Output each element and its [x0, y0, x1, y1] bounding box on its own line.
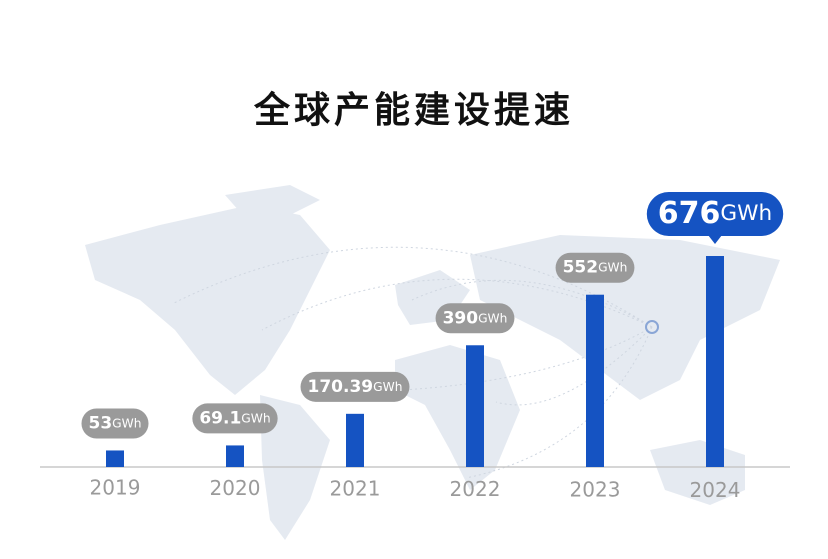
- unit-label: GWh: [478, 311, 507, 325]
- unit-label: GWh: [241, 411, 270, 425]
- bar: [466, 345, 484, 467]
- data-label: 69.1GWh: [192, 403, 278, 434]
- x-tick-label: 2020: [210, 476, 261, 500]
- unit-label: GWh: [720, 201, 772, 226]
- label-pill: [300, 371, 410, 402]
- map-greenland: [225, 185, 320, 215]
- bar: [226, 445, 244, 467]
- data-label-text: 552GWh: [563, 258, 628, 278]
- value-label: 69.1: [199, 408, 241, 428]
- route: [261, 278, 653, 331]
- data-label-text: 390GWh: [443, 308, 508, 328]
- value-label: 390: [443, 308, 479, 328]
- bar: [106, 450, 124, 467]
- bar: [346, 413, 364, 467]
- map-asia: [470, 235, 780, 400]
- label-pill: [192, 403, 278, 434]
- route: [171, 246, 653, 328]
- label-pill: [646, 192, 784, 236]
- label-pill: [555, 252, 635, 283]
- map-north-america: [85, 205, 330, 395]
- map-hub: [645, 320, 659, 334]
- bar: [706, 256, 724, 467]
- value-label: 170.39: [308, 377, 374, 397]
- data-label-text: 69.1GWh: [199, 408, 270, 428]
- x-tick-label: 2022: [450, 477, 501, 501]
- x-tick-label: 2021: [330, 477, 381, 501]
- x-tick-label: 2023: [570, 478, 621, 502]
- data-label: 390GWh: [435, 303, 515, 334]
- x-tick-label: 2019: [90, 476, 141, 500]
- value-label: 552: [563, 258, 599, 278]
- route: [402, 326, 653, 391]
- route: [465, 326, 653, 479]
- data-label: 53GWh: [81, 408, 149, 439]
- label-pill: [81, 408, 149, 439]
- data-label: 676GWh: [646, 192, 784, 244]
- unit-label: GWh: [112, 416, 141, 430]
- label-pointer: [708, 235, 722, 244]
- chart-title: 全球产能建设提速: [253, 89, 574, 131]
- data-label-text: 53GWh: [88, 413, 141, 433]
- map-routes: [171, 246, 653, 479]
- route: [411, 279, 653, 328]
- value-label: 53: [88, 413, 112, 433]
- data-label: 170.39GWh: [300, 371, 410, 402]
- bar: [586, 294, 604, 467]
- value-label: 676: [658, 196, 721, 231]
- x-tick-label: 2024: [690, 478, 741, 502]
- label-pill: [435, 303, 515, 334]
- data-label-text: 676GWh: [658, 196, 772, 231]
- unit-label: GWh: [373, 379, 402, 393]
- data-label: 552GWh: [555, 252, 635, 283]
- unit-label: GWh: [598, 260, 627, 274]
- data-label-text: 170.39GWh: [308, 377, 403, 397]
- map-africa: [395, 345, 520, 490]
- world-map: [85, 185, 780, 540]
